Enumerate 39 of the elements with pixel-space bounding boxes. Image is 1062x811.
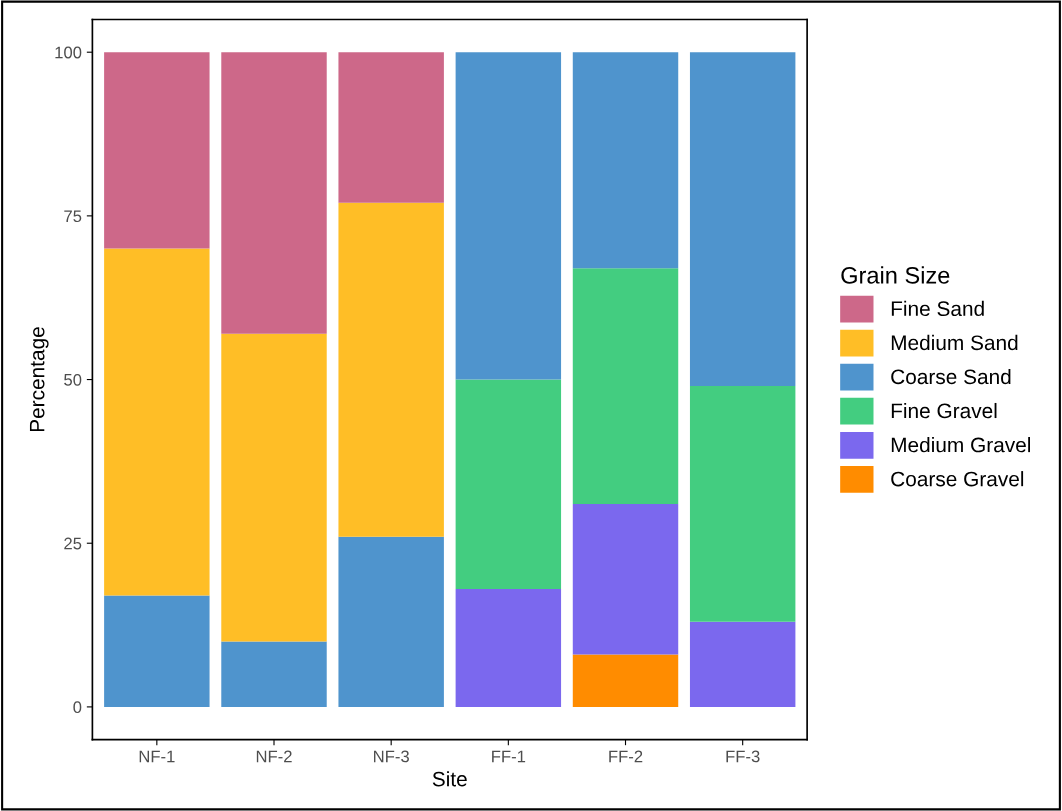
bar <box>221 333 327 642</box>
y-axis-title: Percentage <box>29 327 49 432</box>
bar <box>455 379 562 590</box>
legend-label: Medium Sand <box>891 334 1018 351</box>
legend-label: Medium Gravel <box>891 437 1031 453</box>
bar <box>572 654 679 707</box>
y-tick-label: 100 <box>55 46 82 59</box>
y-tick-label: 75 <box>64 210 82 223</box>
legend-title: Grain Size <box>841 266 950 284</box>
y-tick-label: 0 <box>73 701 82 714</box>
x-tick-label: FF-1 <box>492 750 526 763</box>
bar <box>689 52 796 387</box>
x-tick-label: NF-2 <box>256 750 292 763</box>
x-tick-label: FF-2 <box>609 750 643 763</box>
bar <box>572 268 679 504</box>
bar <box>338 536 444 707</box>
bar <box>689 386 796 622</box>
bar <box>455 589 562 707</box>
legend-label: Fine Sand <box>891 300 984 317</box>
bar <box>572 503 679 655</box>
bar <box>455 52 562 380</box>
legend-label: Coarse Sand <box>891 368 1011 385</box>
bar <box>221 52 327 334</box>
bar <box>689 621 796 707</box>
x-axis-title: Site <box>432 771 467 787</box>
y-tick-label: 50 <box>64 373 82 386</box>
bar <box>572 52 679 269</box>
bar <box>104 595 210 707</box>
x-tick-label: NF-1 <box>139 750 175 763</box>
legend-label: Coarse Gravel <box>891 471 1024 487</box>
bar <box>221 641 327 707</box>
y-tick-label: 25 <box>64 537 82 550</box>
x-tick-label: FF-3 <box>726 750 760 763</box>
bar <box>104 248 210 596</box>
x-tick-label: NF-3 <box>374 750 409 763</box>
legend-label: Fine Gravel <box>891 402 997 419</box>
bar <box>104 52 210 249</box>
bar <box>338 202 444 537</box>
bar <box>338 52 444 203</box>
